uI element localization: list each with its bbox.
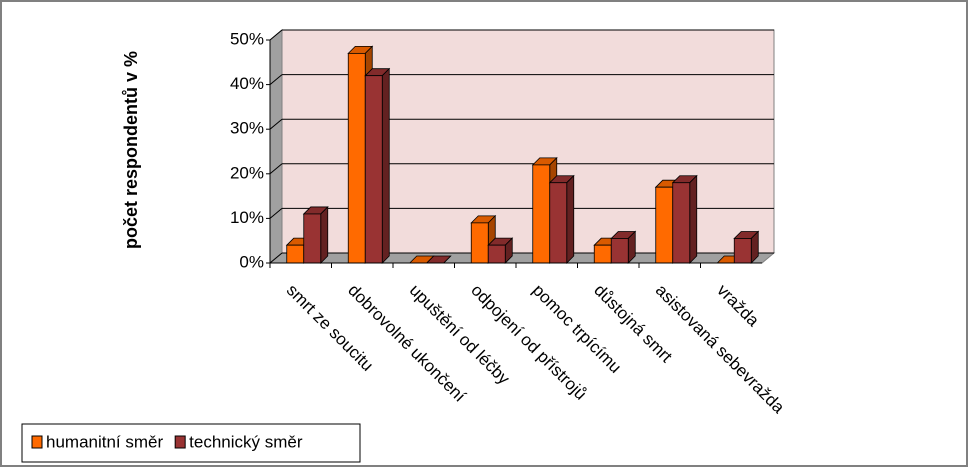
bar-side: [689, 174, 698, 264]
bar: [733, 238, 752, 264]
grid-line-side: [269, 163, 283, 175]
bar: [549, 182, 568, 264]
y-tick-label: 20%: [230, 163, 264, 182]
grid-line-side: [269, 252, 283, 264]
bar: [532, 164, 551, 264]
grid-line-side: [269, 208, 283, 219]
y-tick-label: 30%: [230, 119, 264, 138]
legend-swatch: [174, 435, 186, 449]
grid-line-side: [269, 29, 283, 41]
bar: [593, 244, 612, 264]
bar: [347, 52, 366, 264]
y-tick-label: 40%: [230, 74, 264, 93]
y-tick-label: 50%: [230, 29, 264, 48]
bar: [303, 213, 322, 264]
bar-side: [566, 174, 575, 264]
legend-label: technický směr: [189, 432, 303, 451]
bar-side: [320, 205, 329, 264]
bar: [672, 182, 691, 264]
bar: [655, 186, 674, 264]
y-tick-label: 10%: [230, 208, 264, 227]
y-tick-label: 0%: [239, 252, 264, 271]
floor: [268, 252, 776, 264]
legend-label: humanitní směr: [46, 432, 163, 451]
bar: [610, 238, 629, 264]
bar: [364, 75, 383, 264]
y-axis-title: počet respondentů v %: [121, 51, 141, 249]
legend-box: [21, 423, 361, 463]
grid-line-side: [269, 118, 283, 130]
bar: [286, 244, 305, 264]
bar: [470, 222, 489, 264]
bar-side: [443, 255, 452, 264]
bar-side: [381, 67, 390, 264]
legend-swatch: [31, 435, 43, 449]
grid-line-side: [269, 74, 283, 85]
side-wall: [269, 28, 283, 265]
bar: [487, 244, 506, 264]
